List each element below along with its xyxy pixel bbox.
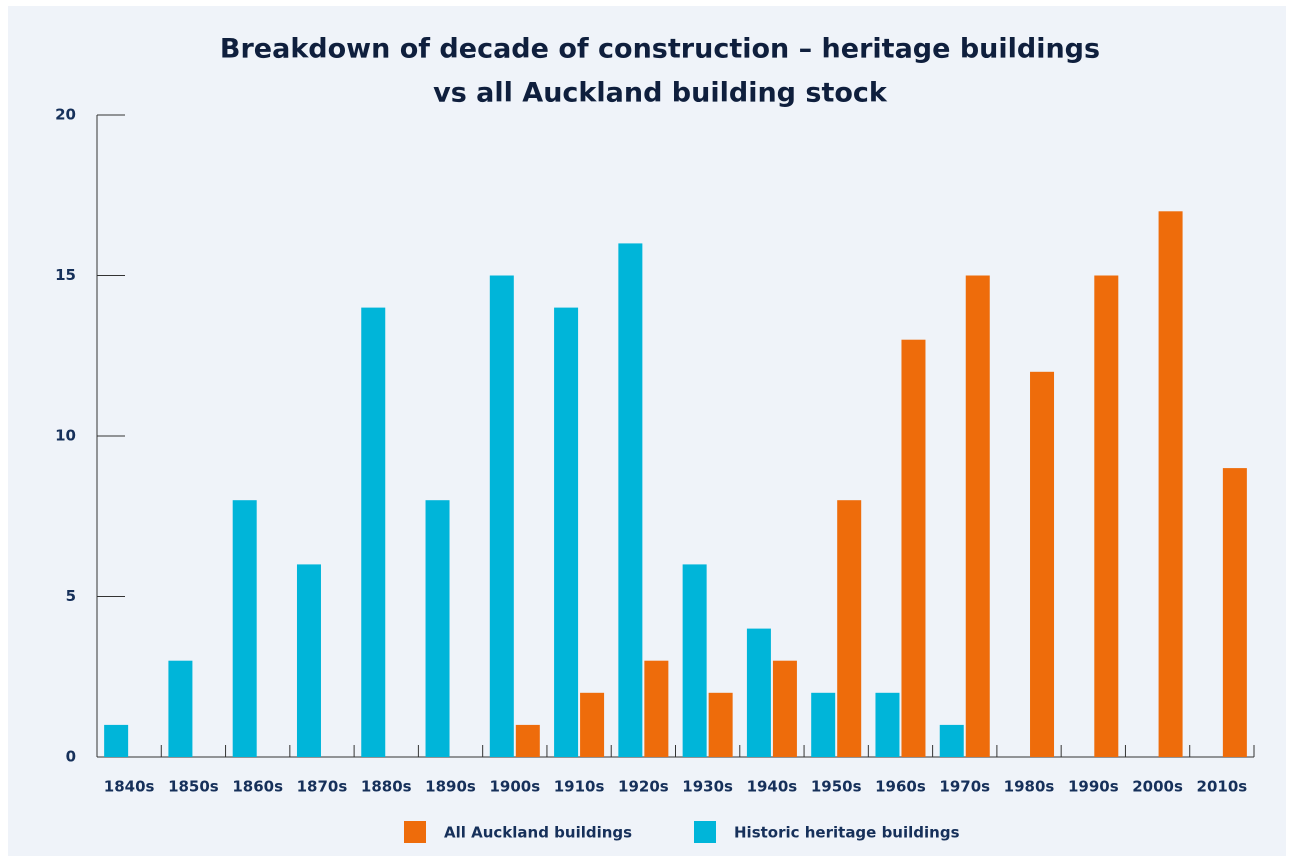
bar (644, 660, 669, 757)
bar (965, 275, 990, 757)
x-tick-label: 1900s (489, 778, 540, 796)
bar (1030, 371, 1055, 757)
bar (618, 243, 643, 757)
bar (296, 564, 321, 757)
bar (168, 660, 193, 757)
chart-subtitle: vs all Auckland building stock (433, 78, 888, 109)
bar (104, 724, 129, 757)
x-tick-label: 1920s (618, 778, 669, 796)
legend-swatch (694, 821, 716, 843)
bar (554, 307, 579, 757)
bar (425, 500, 450, 757)
bar (361, 307, 386, 757)
bar (837, 500, 862, 757)
bar (489, 275, 514, 757)
bar (772, 660, 797, 757)
x-tick-label: 1880s (361, 778, 412, 796)
y-tick-label: 5 (66, 587, 76, 605)
bar (811, 692, 836, 757)
x-tick-label: 1870s (297, 778, 348, 796)
bar (232, 500, 257, 757)
chart-title: Breakdown of decade of construction – he… (220, 34, 1100, 65)
bar (746, 628, 771, 757)
y-tick-label: 0 (66, 748, 76, 766)
x-tick-label: 1910s (554, 778, 605, 796)
x-tick-label: 1860s (232, 778, 283, 796)
y-tick-label: 15 (55, 266, 76, 284)
x-tick-label: 1990s (1068, 778, 1119, 796)
x-tick-label: 1970s (939, 778, 990, 796)
x-tick-label: 1890s (425, 778, 476, 796)
bar (1094, 275, 1119, 757)
x-tick-label: 1950s (811, 778, 862, 796)
bar (682, 564, 707, 757)
x-tick-label: 1930s (682, 778, 733, 796)
bar (1158, 211, 1183, 758)
x-tick-label: 1940s (747, 778, 798, 796)
x-tick-label: 2000s (1132, 778, 1183, 796)
bar (939, 724, 964, 757)
x-tick-label: 1960s (875, 778, 926, 796)
legend-swatch (404, 821, 426, 843)
x-tick-label: 1850s (168, 778, 219, 796)
x-tick-label: 2010s (1197, 778, 1248, 796)
bar (708, 692, 733, 757)
legend-label: Historic heritage buildings (734, 824, 960, 842)
legend-label: All Auckland buildings (444, 824, 632, 842)
bar (515, 724, 540, 757)
y-tick-label: 20 (55, 106, 76, 124)
x-tick-label: 1980s (1004, 778, 1055, 796)
y-tick-label: 10 (55, 427, 76, 445)
bar (901, 339, 926, 757)
bar (875, 692, 900, 757)
bar (580, 692, 605, 757)
x-tick-label: 1840s (104, 778, 155, 796)
bar (1222, 468, 1247, 757)
